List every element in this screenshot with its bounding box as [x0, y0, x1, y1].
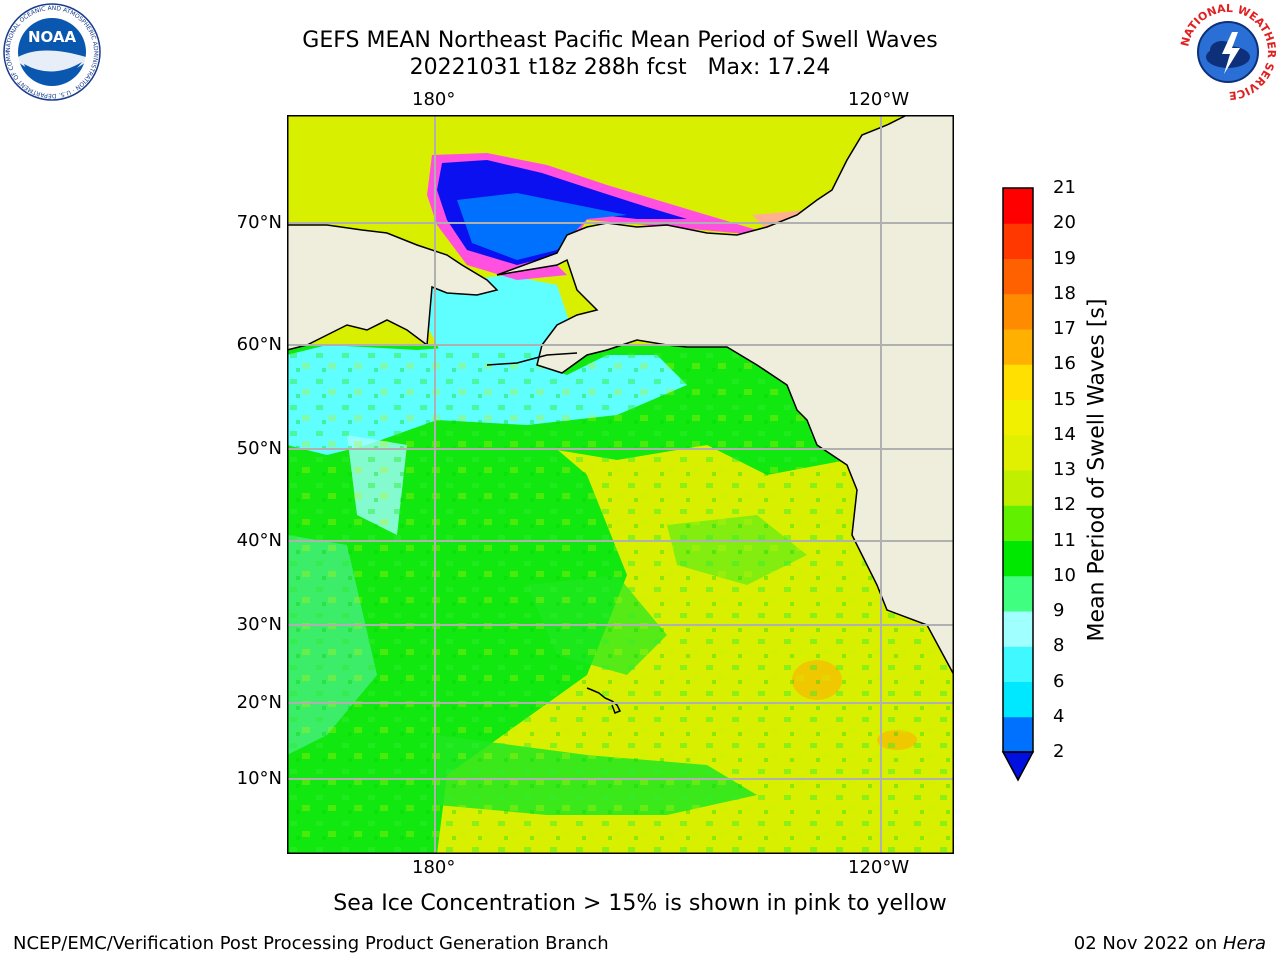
colorbar-tick-label: 16 — [1053, 353, 1076, 375]
colorbar-segment — [1003, 223, 1033, 259]
colorbar-segment — [1003, 329, 1033, 365]
lat-label-10n: 10°N — [236, 768, 282, 789]
footer-date: 02 Nov 2022 on Hera — [1074, 933, 1266, 954]
lon-label-bottom-120w: 120°W — [848, 857, 910, 878]
colorbar-segment — [1003, 434, 1033, 471]
footer-branch: NCEP/EMC/Verification Post Processing Pr… — [13, 933, 609, 954]
map-frame — [287, 115, 954, 854]
colorbar-segment — [1003, 681, 1033, 718]
colorbar-tick-label: 14 — [1053, 423, 1076, 445]
sea-ice-blue — [457, 193, 627, 260]
noaa-logo: NATIONAL OCEANIC AND ATMOSPHERIC ADMINIS… — [2, 2, 101, 101]
colorbar-tick-label: 6 — [1053, 670, 1065, 692]
colorbar-tick-label: 18 — [1053, 282, 1076, 304]
colorbar-segment — [1003, 505, 1033, 541]
lat-label-30n: 30°N — [236, 614, 282, 635]
lat-label-70n: 70°N — [236, 212, 282, 233]
lon-label-bottom-180: 180° — [412, 857, 456, 878]
colorbar-tick-label: 20 — [1053, 212, 1076, 234]
noaa-logo-text: NOAA — [28, 28, 77, 46]
hawaii-islands — [586, 687, 622, 714]
colorbar-tick-label: 4 — [1053, 705, 1065, 727]
footer-host: Hera — [1222, 933, 1266, 954]
colorbar-segment — [1003, 293, 1033, 330]
swell-period-map — [287, 115, 954, 854]
colorbar-title: Mean Period of Swell Waves [s] — [1084, 298, 1110, 642]
colorbar-segment — [1003, 364, 1033, 400]
colorbar-tick-label: 8 — [1053, 635, 1065, 657]
colorbar-tick-label: 13 — [1053, 459, 1076, 480]
lon-label-top-120w: 120°W — [848, 89, 910, 110]
lat-label-20n: 20°N — [236, 692, 282, 713]
land-north-america — [496, 115, 954, 676]
lon-label-top-180: 180° — [412, 89, 456, 110]
colorbar-tick-label: 17 — [1053, 318, 1076, 339]
lat-label-40n: 40°N — [236, 530, 282, 551]
colorbar-tick-label: 10 — [1053, 564, 1076, 586]
footer-date-text: 02 Nov 2022 on — [1073, 933, 1223, 954]
lat-label-50n: 50°N — [236, 438, 282, 459]
land-siberia — [287, 224, 499, 351]
colorbar-tick-label: 15 — [1053, 388, 1076, 410]
colorbar — [1001, 187, 1035, 782]
colorbar-segment — [1003, 470, 1033, 506]
nws-logo: NATIONAL WEATHER SERVICE — [1178, 2, 1278, 102]
colorbar-segment — [1003, 540, 1033, 577]
colorbar-tick-label: 9 — [1053, 600, 1065, 621]
map-title: GEFS MEAN Northeast Pacific Mean Period … — [302, 28, 938, 53]
colorbar-segment — [1003, 188, 1033, 224]
colorbar-frame — [1002, 187, 1034, 753]
colorbar-extend-arrow — [1001, 751, 1035, 782]
colorbar-tick-label: 21 — [1053, 177, 1076, 198]
colorbar-tick-label: 19 — [1053, 247, 1076, 269]
colorbar-segment — [1003, 575, 1033, 612]
colorbar-segment — [1003, 611, 1033, 647]
map-gridlines — [287, 115, 954, 854]
colorbar-tick-label: 2 — [1053, 741, 1065, 762]
colorbar-tick-label: 11 — [1053, 529, 1076, 551]
colorbar-segment — [1003, 646, 1033, 682]
sea-ice-note: Sea Ice Concentration > 15% is shown in … — [333, 891, 947, 916]
colorbar-segment — [1003, 399, 1033, 436]
map-subtitle: 20221031 t18z 288h fcst Max: 17.24 — [409, 55, 831, 80]
colorbar-segment — [1003, 716, 1033, 753]
colorbar-segment — [1003, 258, 1033, 295]
aleutian-islands — [486, 352, 578, 366]
colorbar-tick-label: 12 — [1053, 494, 1076, 516]
lat-label-60n: 60°N — [236, 334, 282, 355]
